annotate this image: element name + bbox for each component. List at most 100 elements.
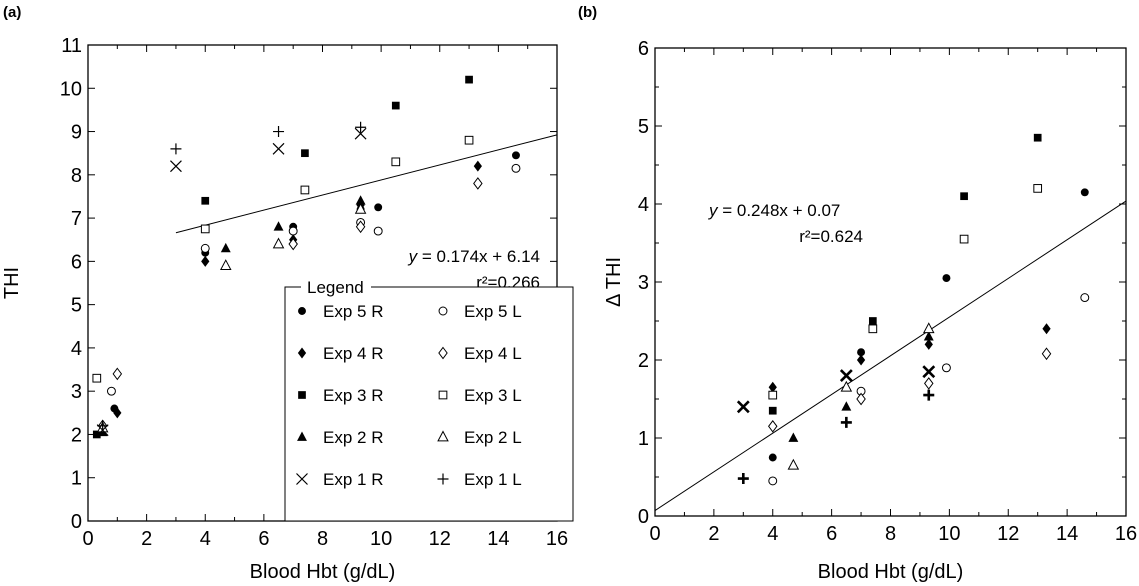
- data-point: [942, 274, 951, 283]
- y-tick-label: 5: [638, 116, 649, 138]
- series-exp-2-r: [97, 195, 366, 437]
- data-point: [354, 202, 367, 214]
- x-tick-label: 16: [1115, 523, 1137, 545]
- legend-label: Exp 1 R: [323, 470, 383, 489]
- x-tick-label: 8: [317, 528, 328, 550]
- series-exp-3-l: [92, 135, 474, 383]
- series-exp-5-l: [106, 163, 521, 396]
- data-point: [768, 390, 778, 400]
- data-point: [922, 322, 935, 334]
- data-point: [960, 192, 968, 201]
- legend-title-gap: [301, 285, 371, 289]
- legend-label: Exp 2 R: [323, 428, 383, 447]
- data-point: [273, 126, 285, 138]
- x-axis-title: Blood Hbt (g/dL): [818, 561, 964, 583]
- data-point: [92, 430, 101, 439]
- data-point: [788, 432, 799, 442]
- legend-box: [284, 286, 574, 522]
- x-tick-label: 2: [141, 528, 152, 550]
- data-point: [736, 400, 750, 414]
- legend-label: Exp 5 R: [323, 302, 383, 321]
- y-tick-label: 7: [71, 208, 82, 230]
- regression-line: [654, 200, 1127, 511]
- legend-marker: [296, 473, 308, 485]
- data-point: [272, 142, 285, 155]
- data-point: [923, 389, 935, 401]
- y-axis-title: THI: [1, 267, 23, 299]
- series-exp-1-r: [736, 365, 936, 414]
- data-point: [355, 121, 367, 133]
- series-exp-5-r: [768, 188, 1089, 462]
- y-tick-label: 11: [61, 35, 82, 57]
- data-point: [768, 406, 777, 415]
- data-point: [300, 185, 310, 195]
- data-point: [391, 157, 401, 167]
- y-tick-label: 3: [638, 272, 649, 294]
- series-exp-3-r: [768, 133, 1042, 415]
- y-axis-title: Δ THI: [603, 257, 625, 307]
- series-exp-1-l: [97, 121, 367, 432]
- data-point: [355, 220, 366, 234]
- data-point: [1080, 188, 1089, 197]
- x-tick-label: 12: [429, 528, 451, 550]
- x-tick-label: 6: [258, 528, 269, 550]
- y-tick-label: 3: [71, 381, 82, 403]
- data-point: [768, 476, 778, 486]
- data-point: [113, 407, 122, 419]
- data-point: [220, 242, 231, 253]
- y-tick-label: 6: [71, 251, 82, 273]
- data-point: [857, 348, 866, 357]
- data-point: [354, 127, 367, 140]
- legend-marker: [298, 307, 306, 315]
- x-tick-label: 14: [1056, 523, 1078, 545]
- series-exp-2-l: [787, 322, 935, 470]
- data-point: [1033, 133, 1042, 142]
- data-point: [1080, 293, 1090, 303]
- y-tick-label: 0: [71, 511, 82, 533]
- x-tick-label: 16: [546, 528, 568, 550]
- legend-label: Exp 4 L: [464, 344, 522, 363]
- data-point: [97, 420, 109, 432]
- x-tick-label: 2: [708, 523, 719, 545]
- series-exp-3-r: [92, 75, 473, 439]
- data-point: [373, 226, 383, 236]
- series-exp-3-l: [768, 184, 1043, 400]
- data-point: [301, 149, 309, 158]
- y-tick-label: 4: [71, 338, 82, 360]
- x-tick-label: 0: [649, 523, 660, 545]
- y-tick-label: 5: [71, 295, 82, 317]
- x-tick-label: 14: [487, 528, 509, 550]
- data-point: [768, 419, 778, 433]
- series-exp-1-l: [737, 389, 935, 485]
- legend-marker: [438, 306, 448, 316]
- data-point: [1042, 323, 1051, 335]
- x-axis-title: Blood Hbt (g/dL): [250, 561, 396, 583]
- data-point: [923, 331, 934, 341]
- legend: Legend Exp 5 R Exp 5 L Exp 4 R Exp 4 L Exp 3 …: [284, 278, 574, 522]
- data-point: [201, 196, 210, 205]
- legend-marker: [438, 390, 448, 400]
- data-point: [840, 416, 852, 428]
- regression-equation: y = 0.248x + 0.07: [708, 201, 840, 220]
- data-point: [473, 177, 483, 190]
- data-point: [941, 363, 951, 373]
- data-point: [924, 377, 934, 390]
- y-tick-label: 4: [638, 194, 649, 216]
- data-point: [272, 237, 285, 249]
- series-exp-2-r: [788, 331, 934, 442]
- data-point: [768, 381, 777, 393]
- panel-label: (b): [578, 4, 597, 21]
- x-tick-label: 10: [370, 528, 392, 550]
- legend-marker: [437, 430, 449, 442]
- data-point: [374, 203, 383, 212]
- legend-label: Exp 5 L: [464, 302, 522, 321]
- series-exp-4-l: [768, 347, 1052, 433]
- data-point: [170, 143, 182, 155]
- x-tick-label: 6: [826, 523, 837, 545]
- series-exp-1-r: [96, 127, 367, 437]
- legend-label: Exp 3 R: [323, 386, 383, 405]
- data-point: [273, 221, 284, 231]
- legend-label: Exp 1 L: [464, 470, 522, 489]
- data-point: [737, 473, 749, 485]
